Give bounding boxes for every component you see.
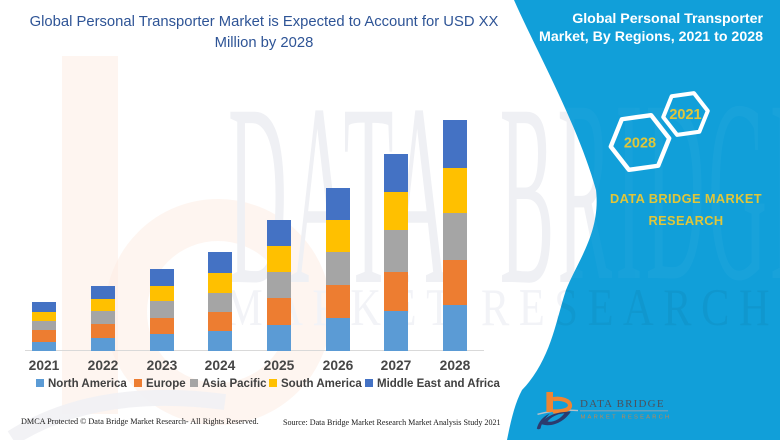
svg-text:2021: 2021	[669, 107, 701, 123]
svg-text:DATA BRIDGE: DATA BRIDGE	[580, 398, 665, 410]
svg-text:2028: 2028	[624, 135, 656, 151]
svg-text:MARKET RESEARCH: MARKET RESEARCH	[581, 415, 672, 421]
